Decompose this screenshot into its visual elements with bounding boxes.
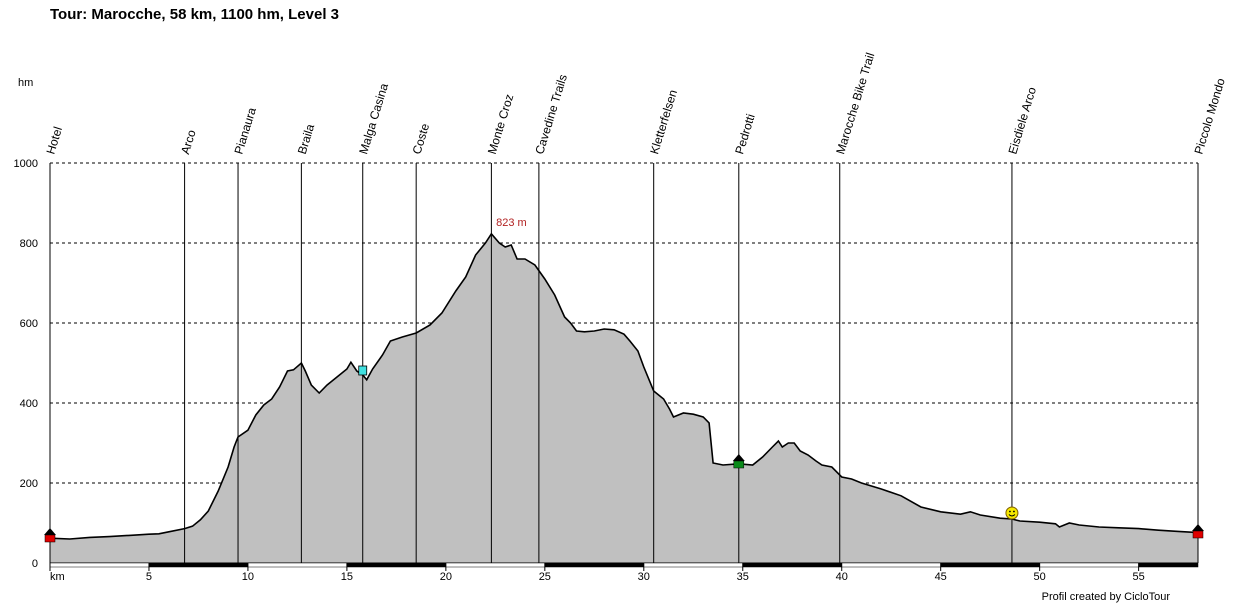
y-tick-label: 800 (20, 238, 38, 250)
finish-marker (1192, 524, 1204, 539)
smiley-mouth (1008, 514, 1016, 517)
markers (44, 365, 1204, 543)
axes: km 5 10 15 20 25 30 35 40 45 50 55 (49, 163, 1199, 583)
profile-line (49, 232, 1199, 540)
x-tick-label: 55 (1132, 571, 1144, 583)
smiley-eye (1009, 510, 1011, 513)
hut-icon (358, 365, 368, 376)
x-tick-label: 45 (935, 571, 947, 583)
y-tick-label: 600 (20, 318, 38, 330)
waypoint-label: Arco (178, 128, 199, 156)
credit-text: Profil created by CicloTour (1042, 591, 1171, 603)
x-tick-label: 15 (341, 571, 353, 583)
waypoint-label: Eisdiele Arco (1005, 85, 1039, 156)
y-axis-unit-label: hm (18, 77, 33, 89)
waypoint-label: Cavedine Trails (532, 73, 570, 156)
start-marker (44, 528, 56, 543)
roof-icon (1192, 524, 1204, 531)
y-tick-label: 0 (32, 558, 38, 570)
x-axis-bar-segment (346, 563, 446, 567)
smiley-eye (1013, 510, 1015, 513)
waypoint-label: Braila (295, 122, 317, 156)
x-tick-label: 30 (638, 571, 650, 583)
x-tick-label: km (50, 571, 65, 583)
house-icon (733, 460, 745, 469)
waypoint-label: Malga Casina (356, 81, 391, 156)
waypoint-label: Kletterfelsen (647, 88, 680, 156)
waypoint-label: Pedrotti (732, 112, 757, 156)
roof-icon (732, 454, 745, 461)
waypoint-label: Marocche Bike Trail (833, 51, 877, 156)
x-tick-label: 40 (836, 571, 848, 583)
x-axis-bar-segment (1138, 563, 1198, 567)
profile-fill (50, 233, 1198, 564)
waypoint-label: Coste (410, 121, 433, 155)
waypoint-label: Pianaura (232, 106, 260, 156)
grid-lines: 0 200 400 600 800 1000 (14, 158, 1198, 570)
smiley-icon (1005, 506, 1019, 520)
flag-icon (1192, 530, 1204, 539)
chart-title: Tour: Marocche, 58 km, 1100 hm, Level 3 (50, 6, 339, 23)
waypoint-label: Hotel (43, 125, 65, 156)
roof-icon (44, 528, 56, 535)
x-axis-bar-segment (742, 563, 842, 567)
y-tick-label: 400 (20, 398, 38, 410)
x-tick-label: 35 (737, 571, 749, 583)
waypoint-label: Monte Croz (485, 92, 517, 155)
x-axis-bar-segment (148, 563, 248, 567)
x-tick-label: 25 (539, 571, 551, 583)
house-marker (732, 454, 745, 469)
profile-area (49, 232, 1199, 564)
flag-icon (44, 534, 56, 543)
x-tick-label: 10 (242, 571, 254, 583)
peak-elevation-label: 823 m (496, 217, 527, 229)
smiley-marker (1005, 506, 1019, 520)
x-tick-label: 50 (1034, 571, 1046, 583)
y-tick-label: 200 (20, 478, 38, 490)
y-tick-label: 1000 (14, 158, 38, 170)
hut-marker (358, 365, 368, 376)
waypoint-label: Piccolo Mondo (1191, 76, 1227, 156)
x-tick-label: 5 (146, 571, 152, 583)
x-axis-bar-segment (544, 563, 644, 567)
x-axis-bar-segment (940, 563, 1040, 567)
x-tick-label: 20 (440, 571, 452, 583)
